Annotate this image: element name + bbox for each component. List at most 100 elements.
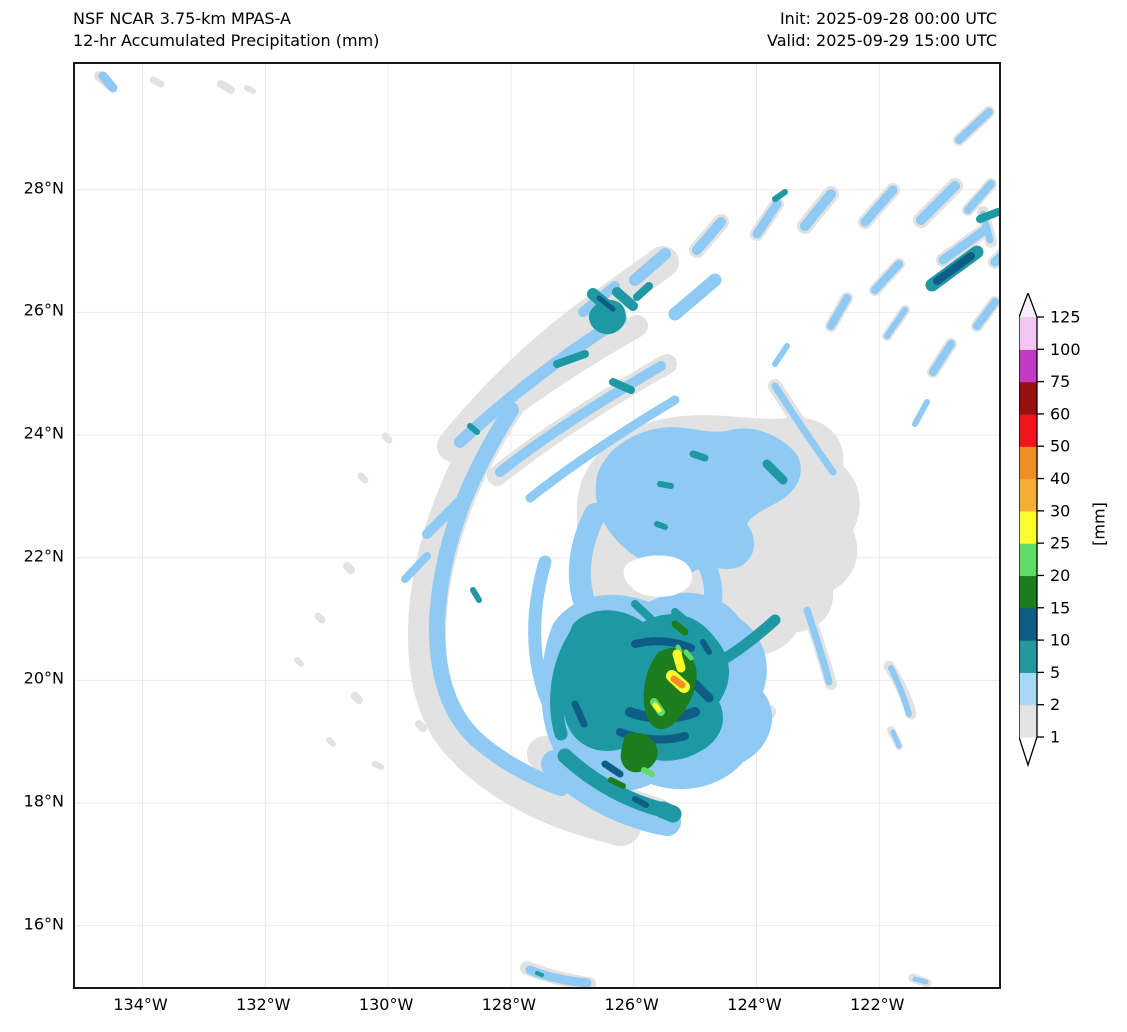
colorbar-tick-label: 125 [1050,308,1081,327]
colorbar-tick-label: 40 [1050,469,1070,488]
precip-2-5mm [668,273,722,321]
colorbar-tick-label: 10 [1050,631,1070,650]
colorbar-segment [1019,672,1037,706]
title-line2: 12-hr Accumulated Precipitation (mm) [73,31,380,50]
colorbar-tick-label: 1 [1050,728,1060,747]
precip-5-10mm [689,450,709,462]
precip-2-5mm [771,382,837,476]
precip-2-5mm [964,180,995,214]
precip-1-2mm [294,657,304,667]
precip-1-2mm [372,761,384,770]
precip-5-10mm [654,801,682,823]
eye-clear [623,555,693,597]
precip-1-2mm [381,432,393,444]
precip-1-2mm [351,692,363,704]
plot-title: NSF NCAR 3.75-km MPAS-A 12-hr Accumulated… [73,8,379,52]
colorbar-segment [1019,543,1037,577]
precip-field [94,71,999,987]
precip-2-5mm [752,199,782,239]
x-tick-label: 134°W [113,995,168,1014]
precip-25-30mm [652,702,662,713]
x-tick-label: 124°W [727,995,782,1014]
colorbar-segment [1019,413,1037,447]
y-tick-label: 22°N [23,546,64,566]
precip-2-5mm [528,555,598,763]
precip-2-5mm [568,503,606,615]
colorbar-segment [1019,478,1037,512]
precip-5-10mm [470,587,482,603]
precip-20-25mm [683,649,694,661]
precip-5-10mm [657,481,674,489]
precip-5-10mm [762,459,788,485]
x-tick-label: 130°W [358,995,414,1014]
precip-2-5mm [955,108,993,144]
precip-2-5mm [938,225,990,265]
precip-1-2mm [415,720,427,732]
precip-2-5mm [803,606,833,686]
precip-2-5mm [860,185,898,227]
gridlines [75,64,999,987]
precip-5-10mm [550,629,582,741]
precip-5-10mm [535,971,544,977]
precip-20-25mm [641,767,655,777]
colorbar-under-arrow [1019,737,1037,765]
precip-1-2mm [357,472,369,484]
precip-15-20mm [620,732,658,773]
x-tick-label: 122°W [850,995,905,1014]
precip-2-5mm [98,71,118,93]
precip-2-5mm [525,395,680,503]
x-tick-label: 126°W [604,995,659,1014]
precip-10-15mm [596,295,616,312]
precip-2-5mm [595,427,801,576]
valid-time: Valid: 2025-09-29 15:00 UTC [766,31,997,50]
precip-1-2mm [314,612,326,624]
colorbar-segment [1019,446,1037,480]
colorbar-segment [1019,349,1037,383]
precip-1-2mm [149,76,165,88]
precip-5-10mm [557,748,671,818]
precip-5-10mm [772,189,788,202]
precip-2-5mm [495,361,666,477]
colorbar-tick-label: 30 [1050,501,1070,520]
precip-10-15mm [631,637,695,652]
precip-5-10mm [654,521,668,530]
map-plot-area [73,62,1001,989]
precip-2-5mm [890,729,902,749]
precip-2-5mm [929,340,955,376]
precip-2-5mm [454,313,627,448]
precip-2-5mm [912,399,930,427]
precip-10-15mm [601,760,624,778]
precip-5-10mm [609,378,635,394]
precip-10-15mm [571,700,588,728]
precip-2-5mm [629,248,671,286]
precip-2-5mm [696,553,723,639]
colorbar-segment [1019,704,1037,738]
colorbar-tick-label: 15 [1050,598,1070,617]
precip-2-5mm [422,491,470,539]
precip-10-15mm [700,639,712,655]
y-tick-label: 24°N [23,423,64,443]
precip-2-5mm [685,708,771,778]
precip-5-10mm [553,350,589,368]
precip-1-2mm [343,562,355,574]
colorbar-tick-label: 100 [1050,340,1081,359]
precip-5-10mm [577,651,600,741]
precip-25-30mm [672,649,686,673]
y-tick-label: 18°N [23,791,64,811]
colorbar-tick-label: 60 [1050,404,1070,423]
precip-2-5mm [800,189,836,231]
colorbar: 1 2 5 10 15 20 25 30 40 50 60 75 100 125 [1018,291,1119,772]
precip-2-5mm [916,181,960,225]
precip-5-10mm [467,423,480,435]
colorbar-units-label: [mm] [1089,502,1109,546]
precip-2-5mm [888,665,912,717]
precip-1-2mm [326,737,336,747]
run-times: Init: 2025-09-28 00:00 UTC Valid: 2025-09… [767,8,997,52]
x-tick-label: 132°W [236,995,291,1014]
precip-2-5mm [609,806,665,828]
precip-1-2mm [217,80,235,94]
precip-5-10mm [976,208,999,223]
colorbar-over-arrow [1019,293,1037,317]
